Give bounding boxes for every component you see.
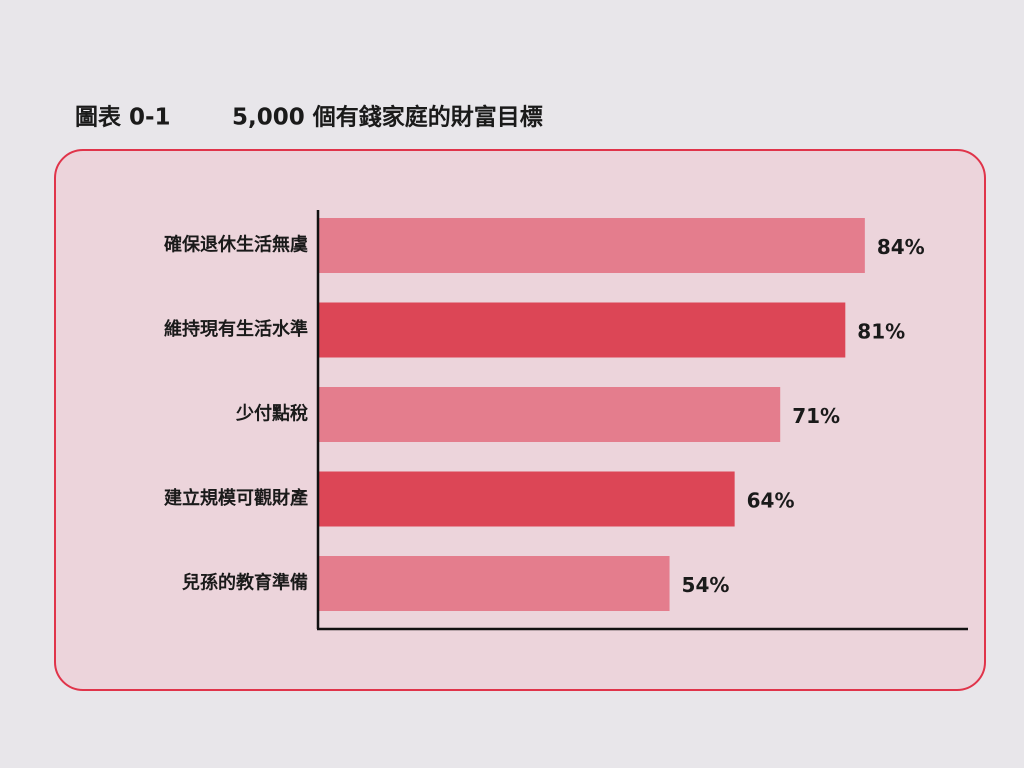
chart-title: 5,000 個有錢家庭的財富目標: [232, 104, 543, 131]
bar: [318, 471, 735, 527]
bar: [318, 302, 846, 358]
bar: [318, 556, 670, 611]
value-label: 81%: [857, 320, 905, 344]
plot: 確保退休生活無虞 84% 維持現有生活水準 81% 少付點稅 71% 建立規模可觀財產 64%…: [164, 218, 925, 611]
category-label: 少付點稅: [235, 403, 308, 425]
category-label: 確保退休生活無虞: [164, 234, 308, 256]
value-label: 71%: [792, 404, 840, 428]
figure-label: 圖表 0-1: [75, 105, 171, 131]
value-label: 64%: [747, 489, 795, 513]
category-label: 維持現有生活水準: [164, 318, 308, 340]
category-label: 建立規模可觀財產: [164, 487, 308, 509]
value-label: 84%: [877, 235, 925, 259]
category-label: 兒孫的教育準備: [182, 572, 308, 594]
value-label: 54%: [682, 573, 730, 597]
bar: [318, 387, 781, 442]
bar: [318, 218, 865, 273]
